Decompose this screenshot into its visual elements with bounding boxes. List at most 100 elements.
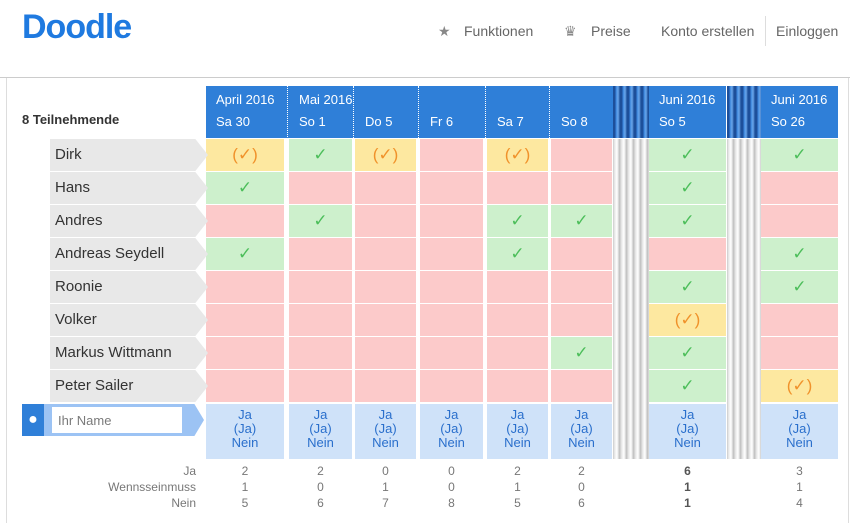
collapsed-columns-header[interactable] <box>613 86 649 138</box>
vote-option-no[interactable]: Nein <box>231 435 259 450</box>
participant-name: Dirk <box>50 139 208 171</box>
new-participant-row: ● <box>22 404 204 436</box>
nav-preise[interactable]: Preise <box>591 23 631 39</box>
vote-cell-no <box>355 337 416 369</box>
vote-cell-no <box>761 304 838 336</box>
vote-option-maybe[interactable]: (Ja) <box>570 421 593 436</box>
vote-option-yes[interactable]: Ja <box>444 407 459 422</box>
vote-cell-no <box>355 238 416 270</box>
vote-option-no[interactable]: Nein <box>786 435 813 450</box>
column-day: So 26 <box>771 114 805 129</box>
vote-option-no[interactable]: Nein <box>438 435 465 450</box>
column-month: Mai 2016 <box>299 92 353 107</box>
nav-funktionen[interactable]: Funktionen <box>464 23 534 39</box>
column-divider <box>549 86 550 138</box>
vote-cell-yes: ✓ <box>649 139 726 171</box>
vote-cell-no <box>551 271 612 303</box>
participant-count: 8 Teilnehmende <box>22 112 120 127</box>
participant-row[interactable]: 👤 Andres <box>22 205 208 237</box>
avatar-icon: 👤 <box>22 271 50 303</box>
vote-option-no[interactable]: Nein <box>504 435 531 450</box>
participant-row[interactable]: 👤 Volker <box>22 304 208 336</box>
vote-option-maybe[interactable]: (Ja) <box>440 421 463 436</box>
nav-konto-erstellen[interactable]: Konto erstellen <box>661 23 755 39</box>
participant-row[interactable]: 👤 Peter Sailer <box>22 370 208 402</box>
total-value: 2 <box>317 464 324 478</box>
participant-name: Hans <box>50 172 208 204</box>
vote-cell-no <box>289 172 352 204</box>
vote-cell-yes: ✓ <box>761 238 838 270</box>
nav-einloggen[interactable]: Einloggen <box>776 23 839 39</box>
participant-name: Peter Sailer <box>50 370 208 402</box>
vote-option-yes[interactable]: Ja <box>238 407 252 422</box>
vote-cell-maybe: (✓) <box>649 304 726 336</box>
vote-cell-maybe: (✓) <box>206 139 284 171</box>
column-day: So 1 <box>299 114 326 129</box>
crown-icon: ♛ <box>564 23 577 39</box>
vote-option-no[interactable]: Nein <box>372 435 399 450</box>
vote-cell-yes: ✓ <box>649 205 726 237</box>
participant-row[interactable]: 👤 Dirk <box>22 139 208 171</box>
vote-options[interactable]: Ja (Ja) Nein <box>355 404 416 459</box>
participant-row[interactable]: 👤 Hans <box>22 172 208 204</box>
vote-cell-no <box>487 304 548 336</box>
frame-border <box>6 78 7 523</box>
vote-cell-no <box>206 205 284 237</box>
vote-option-maybe[interactable]: (Ja) <box>506 421 529 436</box>
vote-option-maybe[interactable]: (Ja) <box>233 421 257 436</box>
participant-name: Andres <box>50 205 208 237</box>
vote-options[interactable]: Ja (Ja) Nein <box>487 404 548 459</box>
total-value: 1 <box>684 496 691 510</box>
vote-options[interactable]: Ja (Ja) Nein <box>420 404 483 459</box>
total-value: 5 <box>241 496 249 510</box>
vote-cell-no <box>420 370 483 402</box>
vote-cell-yes: ✓ <box>206 238 284 270</box>
total-label: Nein <box>171 496 196 510</box>
vote-options[interactable]: Ja (Ja) Nein <box>289 404 352 459</box>
name-input[interactable] <box>52 407 182 433</box>
vote-option-yes[interactable]: Ja <box>574 407 589 422</box>
frame-border <box>848 78 849 523</box>
vote-cell-no <box>487 271 548 303</box>
vote-options[interactable]: Ja (Ja) Nein <box>551 404 612 459</box>
vote-cell-no <box>649 238 726 270</box>
vote-cell-no <box>761 205 838 237</box>
participant-row[interactable]: 👤 Roonie <box>22 271 208 303</box>
vote-cell-no <box>420 205 483 237</box>
vote-option-yes[interactable]: Ja <box>378 407 393 422</box>
total-value: 3 <box>796 464 803 478</box>
vote-options[interactable]: Ja (Ja) Nein <box>761 404 838 459</box>
collapsed-columns[interactable] <box>613 139 649 459</box>
collapsed-columns-header[interactable] <box>727 86 761 138</box>
vote-option-maybe[interactable]: (Ja) <box>374 421 397 436</box>
vote-cell-no <box>761 337 838 369</box>
column-month: Juni 2016 <box>771 92 828 107</box>
vote-option-maybe[interactable]: (Ja) <box>788 421 811 436</box>
participant-row[interactable]: 👤 Markus Wittmann <box>22 337 208 369</box>
avatar-icon: 👤 <box>22 370 50 402</box>
vote-options[interactable]: Ja (Ja) Nein <box>649 404 726 459</box>
vote-option-yes[interactable]: Ja <box>680 407 695 422</box>
vote-option-yes[interactable]: Ja <box>792 407 807 422</box>
vote-option-no[interactable]: Nein <box>674 435 701 450</box>
column-day: Sa 30 <box>216 114 250 129</box>
vote-cell-no <box>355 304 416 336</box>
collapsed-columns[interactable] <box>727 139 761 459</box>
vote-option-yes[interactable]: Ja <box>510 407 525 422</box>
total-value: 4 <box>796 496 803 510</box>
vote-cell-no <box>420 271 483 303</box>
vote-option-no[interactable]: Nein <box>568 435 595 450</box>
doodle-logo[interactable]: Doodle <box>22 8 132 46</box>
participant-name: Roonie <box>50 271 208 303</box>
total-value: 0 <box>382 464 389 478</box>
total-value: 2 <box>514 464 521 478</box>
participant-row[interactable]: 👤 Andreas Seydell <box>22 238 208 270</box>
vote-option-maybe[interactable]: (Ja) <box>309 421 332 436</box>
vote-options[interactable]: Ja (Ja) Nein <box>206 404 284 459</box>
vote-option-yes[interactable]: Ja <box>313 407 328 422</box>
nav-divider <box>765 16 766 46</box>
top-bar: Doodle ★ Funktionen ♛ Preise Konto erste… <box>0 0 850 78</box>
total-value: 6 <box>684 464 691 478</box>
vote-option-no[interactable]: Nein <box>307 435 334 450</box>
vote-option-maybe[interactable]: (Ja) <box>676 421 699 436</box>
